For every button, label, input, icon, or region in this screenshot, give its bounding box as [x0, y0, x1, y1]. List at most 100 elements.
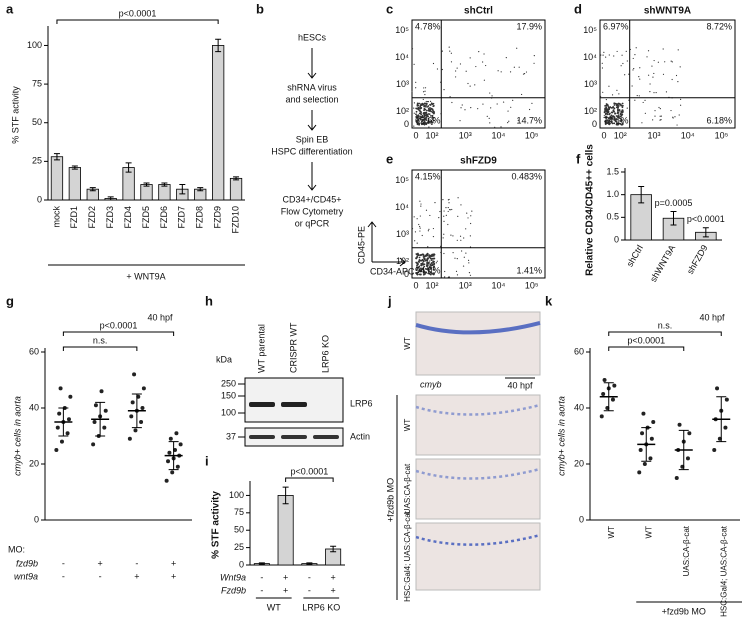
- event-dot: [500, 71, 502, 73]
- data-point: [99, 389, 104, 394]
- sign: +: [171, 571, 176, 581]
- y-tick-label: 0: [239, 559, 244, 569]
- event-dot: [418, 273, 421, 276]
- error-bar: [282, 486, 289, 505]
- event-dot: [416, 102, 419, 105]
- event-dot: [632, 69, 634, 71]
- y-tick-label: 10²: [584, 106, 597, 116]
- event-dot: [417, 108, 420, 111]
- event-dot: [658, 106, 660, 109]
- event-dot: [438, 217, 440, 219]
- event-dot: [450, 61, 453, 63]
- event-dot: [416, 266, 418, 269]
- event-dot: [649, 83, 651, 85]
- y-tick-label: 25: [32, 156, 42, 166]
- event-dot: [633, 67, 635, 70]
- event-dot: [443, 233, 445, 235]
- event-dot: [429, 100, 432, 102]
- event-dot: [456, 258, 458, 260]
- error-bar: [670, 210, 677, 226]
- plot-title: shCtrl: [464, 6, 493, 17]
- event-dot: [638, 95, 640, 97]
- event-dot: [413, 107, 415, 109]
- event-dot: [612, 105, 615, 108]
- event-dot: [602, 54, 604, 56]
- event-dot: [659, 119, 661, 121]
- x-tick-label: FZD7: [177, 206, 187, 229]
- data-point: [642, 462, 647, 466]
- quadrant-label: 4.78%: [415, 21, 441, 31]
- event-dot: [621, 102, 624, 105]
- event-dot: [448, 202, 450, 204]
- y-tick-label: 0: [614, 234, 619, 244]
- bar: [50, 156, 64, 201]
- panel-label: c: [386, 1, 393, 16]
- event-dot: [602, 91, 604, 93]
- event-dot: [426, 261, 429, 264]
- y-tick-label: 10⁵: [583, 25, 597, 35]
- event-dot: [460, 239, 462, 241]
- event-dot: [419, 200, 421, 202]
- sign: +: [330, 585, 335, 595]
- event-dot: [443, 215, 445, 217]
- event-dot: [678, 114, 680, 116]
- event-dot: [609, 106, 612, 108]
- data-point: [677, 422, 682, 427]
- event-dot: [644, 99, 646, 101]
- event-dot: [662, 73, 665, 75]
- y-tick-label: 50: [234, 525, 244, 535]
- event-dot: [434, 202, 436, 204]
- event-dot: [617, 114, 620, 117]
- group-label: WT: [267, 602, 281, 612]
- event-dot: [639, 78, 641, 80]
- event-dot: [652, 119, 654, 121]
- data-point: [93, 403, 98, 408]
- data-point: [140, 406, 145, 410]
- x-tick-label: shFZD9: [685, 243, 710, 276]
- y-axis-label: cmyb+ cells in aorta: [556, 396, 566, 476]
- event-dot: [418, 117, 421, 120]
- x-tick-label: FZD10: [230, 206, 240, 234]
- event-dot: [415, 87, 417, 89]
- band-label: LRP6: [350, 398, 373, 408]
- event-dot: [442, 199, 444, 201]
- step-text: or qPCR: [295, 218, 330, 228]
- event-dot: [470, 107, 472, 109]
- event-dot: [447, 223, 449, 226]
- event-dot: [419, 273, 422, 276]
- event-dot: [605, 109, 608, 112]
- event-dot: [415, 261, 418, 264]
- event-dot: [634, 54, 636, 56]
- event-dot: [616, 89, 618, 91]
- x-tick-label: FZD1: [69, 206, 79, 229]
- event-dot: [505, 57, 507, 59]
- event-dot: [432, 227, 435, 230]
- event-dot: [431, 116, 434, 119]
- y-tick-label: 10²: [396, 256, 409, 266]
- event-dot: [427, 230, 429, 232]
- event-dot: [427, 262, 430, 265]
- event-dot: [414, 231, 417, 233]
- event-dot: [429, 260, 431, 262]
- data-point: [170, 470, 175, 475]
- event-dot: [451, 208, 453, 211]
- event-dot: [417, 254, 420, 257]
- data-point: [601, 392, 606, 396]
- event-dot: [636, 94, 638, 97]
- y-axis-label: % STF activity: [211, 491, 222, 559]
- event-dot: [424, 93, 426, 96]
- sign: -: [308, 572, 311, 582]
- arrow: [307, 110, 317, 131]
- step-text: and selection: [285, 94, 338, 104]
- event-dot: [654, 115, 656, 117]
- event-dot: [621, 110, 623, 113]
- event-dot: [482, 103, 484, 105]
- bar: [68, 167, 81, 201]
- event-dot: [617, 107, 619, 110]
- event-dot: [428, 272, 431, 275]
- event-dot: [475, 65, 477, 68]
- event-dot: [416, 117, 419, 120]
- event-dot: [617, 116, 620, 118]
- event-dot: [609, 116, 612, 118]
- event-dot: [415, 272, 418, 275]
